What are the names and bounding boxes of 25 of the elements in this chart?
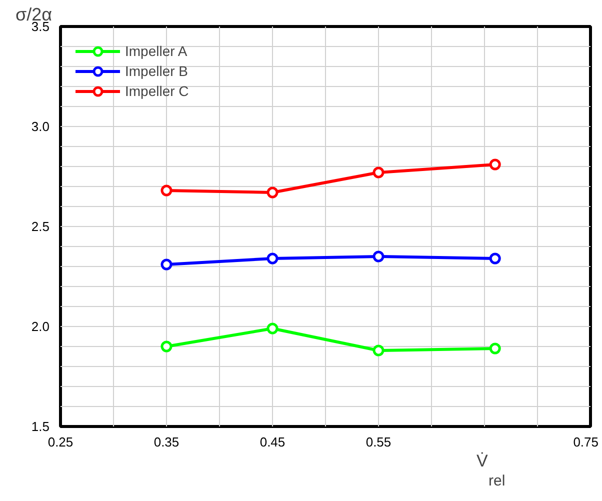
legend-label: Impeller B: [125, 63, 188, 79]
point: [266, 186, 278, 198]
point: [372, 344, 384, 356]
point: [489, 252, 501, 264]
y-tick-label: 2.5: [31, 219, 50, 234]
point: [489, 342, 501, 354]
x-tick-label: 0.55: [366, 434, 392, 450]
point: [160, 340, 172, 352]
point: [372, 250, 384, 262]
x-axis-title: V̇rel: [476, 452, 506, 490]
point: [372, 166, 384, 178]
point: [160, 258, 172, 270]
point: [489, 158, 501, 170]
legend-label: Impeller C: [125, 83, 189, 99]
y-tick-label: 2.0: [31, 319, 50, 334]
point: [266, 322, 278, 334]
x-tick-label: 0.45: [260, 434, 286, 450]
y-tick-label: 3.0: [31, 119, 50, 134]
point: [266, 252, 278, 264]
legend-label: Impeller A: [125, 43, 188, 59]
x-tick-label: 0.25: [48, 434, 74, 450]
x-tick-label: 0.35: [154, 434, 180, 450]
x-tick-label: 0.75: [573, 434, 599, 450]
y-tick-label: 1.5: [31, 419, 50, 434]
point: [160, 184, 172, 196]
